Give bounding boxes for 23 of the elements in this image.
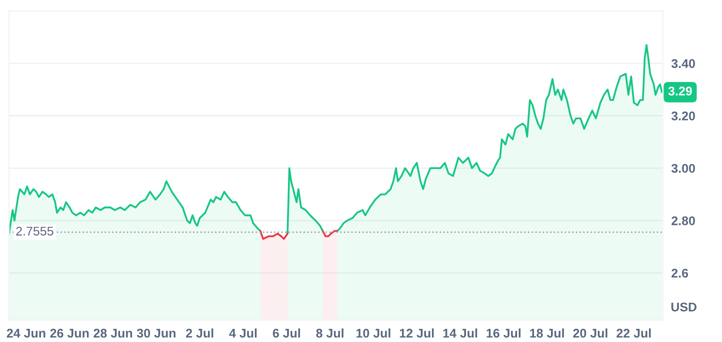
y-tick-label: 2.80 <box>672 216 695 226</box>
ref-line-label: 2.7555 <box>16 226 54 236</box>
y-axis-title: USD <box>671 302 697 312</box>
y-tick-label: 2.6 <box>672 268 688 278</box>
x-tick-label: 2 Jul <box>186 328 214 338</box>
y-tick-label: 3.00 <box>671 164 695 173</box>
x-tick-label: 10 Jul <box>356 328 390 338</box>
y-tick-label: 3.20 <box>671 112 695 120</box>
x-tick-label: 14 Jul <box>443 328 478 338</box>
x-tick-label: 12 Jul <box>400 328 434 338</box>
x-tick-label: 20 Jul <box>573 328 608 338</box>
x-tick-label: 16 Jul <box>486 328 520 338</box>
annotation: 3.29 <box>668 86 692 96</box>
x-tick-label: 24 Jun <box>6 328 46 338</box>
x-tick-label: 22 Jul <box>616 328 651 338</box>
x-tick-label: 6 Jul <box>272 328 300 338</box>
x-tick-label: 4 Jul <box>229 328 257 338</box>
x-tick-label: 28 Jun <box>94 328 132 338</box>
x-tick-label: 8 Jul <box>316 328 344 338</box>
y-tick-label: 3.40 <box>671 59 695 68</box>
x-tick-label: 26 Jun <box>50 328 89 338</box>
x-tick-label: 30 Jun <box>136 328 176 338</box>
x-tick-label: 18 Jul <box>530 328 564 338</box>
